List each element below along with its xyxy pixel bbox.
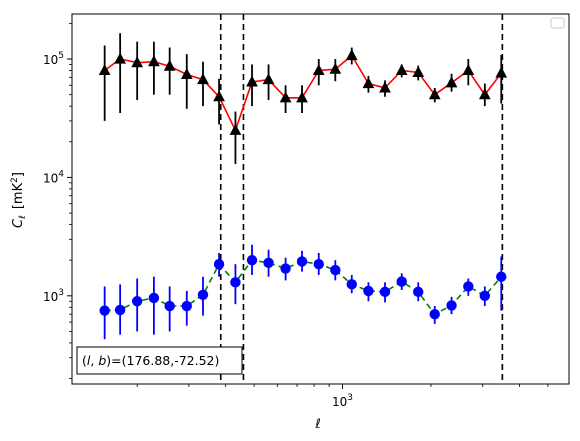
series-0-point-24 — [495, 66, 508, 78]
y-tick-label-0: 103 — [43, 288, 64, 304]
y-tick-base-2: 10 — [43, 53, 58, 67]
series-1-point-13 — [313, 258, 324, 270]
series-1-point-6 — [197, 289, 209, 301]
series-1-point-2 — [131, 296, 143, 307]
series-1-point-17 — [379, 286, 391, 298]
series-1-point-22 — [463, 281, 474, 292]
series-1-point-20 — [429, 308, 440, 320]
y-tick-base-1: 10 — [43, 171, 58, 185]
y-tick-exp-2: 5 — [58, 51, 64, 61]
series-0-point-14 — [329, 62, 342, 74]
series-0-point-19 — [412, 65, 425, 78]
series-0-point-0 — [98, 63, 111, 76]
series-1-point-5 — [181, 300, 192, 312]
series-0-point-7 — [213, 90, 225, 102]
x-tick-base-0: 10 — [332, 395, 347, 409]
series-1-point-14 — [330, 264, 341, 276]
series-1-point-21 — [446, 300, 457, 311]
y-tick-label-2: 105 — [43, 51, 64, 67]
series-0-point-1 — [114, 52, 126, 64]
legend-box — [550, 17, 565, 29]
series-0-point-10 — [262, 73, 275, 85]
series-0-point-18 — [395, 63, 408, 76]
series-0-point-21 — [445, 76, 458, 88]
y-tick-exp-1: 4 — [58, 169, 64, 179]
series-1-point-16 — [363, 285, 374, 297]
series-0-point-22 — [462, 63, 475, 76]
series-1-point-8 — [230, 277, 241, 288]
series-0-point-8 — [229, 123, 242, 135]
series-1-point-7 — [213, 258, 225, 270]
series-1-point-0 — [99, 305, 110, 316]
series-0-point-5 — [180, 68, 193, 80]
series-1-point-10 — [263, 257, 274, 269]
axes-frame — [71, 13, 570, 385]
series-0-point-12 — [296, 91, 308, 103]
series-1-point-1 — [114, 304, 126, 316]
plot-area — [98, 14, 508, 384]
series-1-point-12 — [296, 256, 308, 267]
x-tick-label-0: 103 — [332, 393, 353, 409]
coordinate-annotation: (l, b)=(176.88,-72.52) — [76, 346, 243, 375]
series-0-point-6 — [197, 73, 209, 85]
series-1-point-23 — [479, 290, 491, 302]
series-0-point-2 — [131, 56, 144, 68]
series-1-point-4 — [164, 300, 175, 312]
series-0-point-13 — [312, 63, 325, 76]
series-0-point-20 — [428, 88, 441, 100]
y-tick-label-1: 104 — [43, 169, 64, 185]
series-1-point-18 — [396, 276, 407, 287]
series-1-point-19 — [413, 286, 424, 298]
series-0-point-3 — [148, 55, 160, 67]
x-axis-label: ℓ — [314, 417, 320, 432]
series-1-point-11 — [280, 263, 291, 274]
series-0-point-16 — [362, 77, 375, 89]
axes — [67, 13, 570, 389]
y-tick-base-0: 10 — [43, 290, 58, 304]
y-axis-label: Cℓ[mK2] — [10, 172, 28, 228]
annotation-box — [76, 346, 243, 375]
y-tick-exp-0: 3 — [58, 288, 64, 298]
series-0-point-9 — [246, 75, 258, 87]
series-0-point-23 — [478, 88, 491, 100]
x-tick-exp-0: 3 — [347, 393, 353, 403]
series-0-point-15 — [345, 49, 358, 61]
series-1-point-3 — [148, 292, 160, 304]
series-0-point-17 — [379, 81, 391, 93]
annotation-text: (l, b)=(176.88,-72.52) — [82, 353, 219, 368]
series-0-point-11 — [279, 91, 292, 103]
series-0-point-4 — [163, 59, 176, 71]
series-1-point-9 — [246, 254, 258, 266]
series-1-point-15 — [346, 279, 357, 290]
series-1-point-24 — [496, 271, 507, 282]
